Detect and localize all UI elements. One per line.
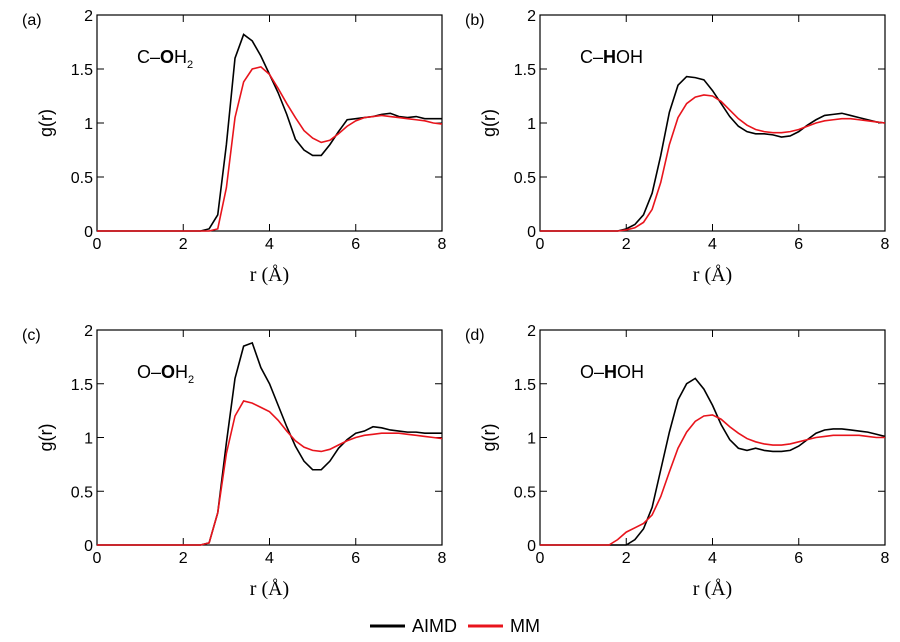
y-tick-label: 0	[527, 224, 536, 241]
x-axis-label: r (Å)	[693, 578, 732, 600]
x-tick-label: 4	[708, 550, 717, 567]
y-tick-label: 0.5	[514, 484, 536, 501]
annotation-bold: O	[160, 47, 174, 67]
x-tick-label: 0	[536, 550, 545, 567]
x-tick-label: 8	[881, 550, 890, 567]
y-axis-label: g(r)	[479, 424, 499, 452]
x-tick-label: 2	[622, 550, 631, 567]
annotation-text: OH	[617, 362, 644, 382]
panel-label: (a)	[22, 12, 42, 29]
y-tick-label: 1	[527, 116, 536, 133]
y-tick-label: 2	[84, 8, 93, 25]
series-line	[97, 65, 443, 232]
x-tick-label: 2	[179, 550, 188, 567]
x-tick-label: 0	[536, 236, 545, 253]
y-tick-label: 0.5	[71, 170, 93, 187]
y-tick-label: 1.5	[514, 62, 536, 79]
y-tick-label: 1.5	[71, 377, 93, 394]
annotation: C–OH2	[137, 47, 193, 71]
annotation: C–HOH	[580, 47, 643, 67]
panel: 0 0.5 1 1.5 2 0 2 4 6 8 r (Å) g(r) (d) O–HOH	[465, 323, 890, 600]
series-line	[97, 400, 443, 546]
legend-label: MM	[510, 616, 540, 636]
annotation-text: O–	[137, 362, 161, 382]
series-line	[540, 377, 886, 546]
annotation-text: O–	[580, 362, 604, 382]
annotation-text: H	[174, 47, 187, 67]
y-tick-label: 2	[527, 8, 536, 25]
y-tick-label: 2	[527, 323, 536, 340]
y-axis-label: g(r)	[479, 109, 499, 137]
series-line	[540, 414, 885, 546]
panel: 00.511.520 2 4 6 8r (Å)g(r)(a)C–OH2	[22, 8, 447, 286]
legend: AIMD MM	[370, 616, 540, 636]
x-tick-label: 8	[881, 236, 890, 253]
panel: 00.511.520 2 4 6 8r (Å)g(r)(c)O–OH2	[22, 323, 447, 600]
panel-label: (d)	[465, 327, 485, 344]
y-tick-label: 0	[527, 538, 536, 555]
annotation-text: C–	[580, 47, 603, 67]
x-tick-label: 6	[351, 236, 360, 253]
x-tick-label: 4	[265, 236, 274, 253]
annotation: O–HOH	[580, 362, 644, 382]
series-line	[540, 94, 886, 232]
x-tick-label: 6	[794, 236, 803, 253]
x-tick-label: 0	[93, 236, 102, 253]
y-tick-label: 0	[84, 224, 93, 241]
x-axis-label: r (Å)	[693, 264, 732, 286]
annotation-text: H	[175, 362, 188, 382]
annotation-bold: H	[604, 362, 617, 382]
y-tick-label: 1.5	[71, 62, 93, 79]
annotation-text: OH	[616, 47, 643, 67]
x-tick-label: 8	[438, 550, 447, 567]
x-axis-label: r (Å)	[250, 578, 289, 600]
x-tick-label: 2	[179, 236, 188, 253]
series-line	[540, 75, 886, 232]
y-tick-label: 1	[527, 431, 536, 448]
x-tick-label: 4	[265, 550, 274, 567]
x-tick-label: 4	[708, 236, 717, 253]
annotation: O–OH2	[137, 362, 194, 386]
annotation-bold: H	[603, 47, 616, 67]
y-tick-label: 0.5	[514, 170, 536, 187]
x-tick-label: 2	[622, 236, 631, 253]
annotation-subscript: 2	[187, 59, 193, 71]
y-tick-label: 1	[84, 116, 93, 133]
y-tick-label: 0.5	[71, 484, 93, 501]
x-axis-label: r (Å)	[250, 264, 289, 286]
panel: 0 0.5 1 1.5 2 0 2 4 6 8 r (Å) g(r) (b) C–HOH	[465, 8, 890, 286]
y-tick-label: 1	[84, 431, 93, 448]
annotation-subscript: 2	[188, 374, 194, 386]
x-tick-label: 6	[351, 550, 360, 567]
y-axis-label: g(r)	[36, 424, 56, 452]
y-axis-label: g(r)	[36, 109, 56, 137]
y-tick-label: 1.5	[514, 377, 536, 394]
annotation-bold: O	[161, 362, 175, 382]
panel-label: (c)	[22, 327, 41, 344]
panel-label: (b)	[465, 12, 485, 29]
x-tick-label: 8	[438, 236, 447, 253]
x-tick-label: 6	[794, 550, 803, 567]
annotation-text: C–	[137, 47, 160, 67]
x-tick-label: 0	[93, 550, 102, 567]
legend-label: AIMD	[412, 616, 457, 636]
y-tick-label: 2	[84, 323, 93, 340]
y-tick-label: 0	[84, 538, 93, 555]
